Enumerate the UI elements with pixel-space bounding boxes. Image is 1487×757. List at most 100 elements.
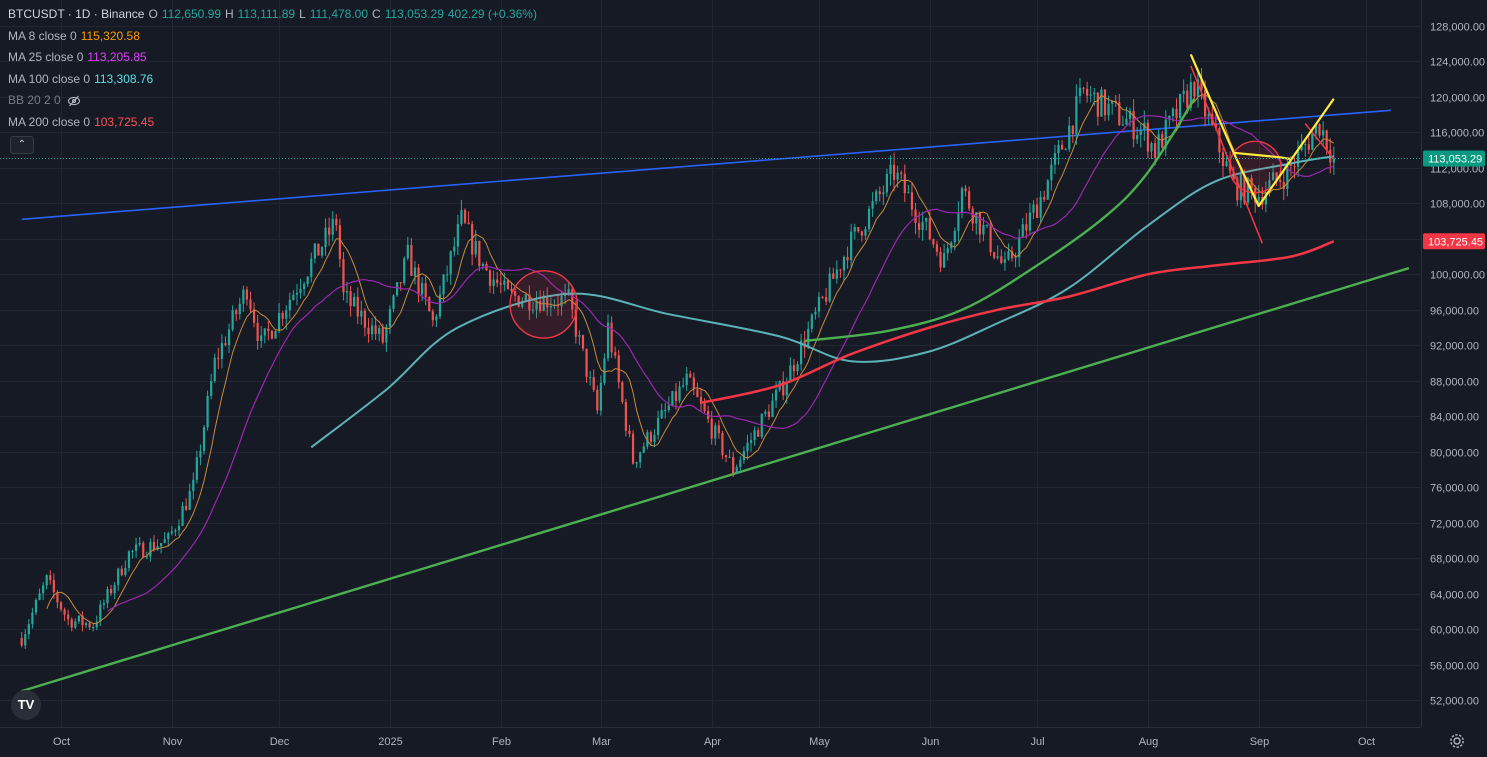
candle xyxy=(456,224,459,247)
candle xyxy=(49,575,52,580)
tradingview-logo[interactable]: TV xyxy=(11,690,41,720)
candle xyxy=(185,505,188,510)
candle xyxy=(20,637,23,646)
indicator-value: 115,320.58 xyxy=(80,28,140,43)
candle xyxy=(1279,180,1282,183)
x-tick-label: Jul xyxy=(1030,736,1044,748)
candle xyxy=(510,288,513,292)
green-trendline xyxy=(21,266,1410,693)
candle xyxy=(252,309,256,323)
candle xyxy=(664,409,667,411)
candle xyxy=(1021,224,1024,238)
symbol-header: BTCUSDT · 1D · Binance O 112,650.99 H 113,… xyxy=(8,4,537,26)
candle xyxy=(771,400,774,418)
symbol-label[interactable]: BTCUSDT · 1D · Binance xyxy=(8,7,145,21)
open-label: O xyxy=(148,7,158,21)
y-tick-label: 120,000.00 xyxy=(1430,93,1485,105)
y-tick-label: 96,000.00 xyxy=(1430,306,1479,318)
candle xyxy=(1321,130,1325,136)
candle xyxy=(599,382,602,411)
candle xyxy=(1293,165,1296,167)
y-tick-label: 92,000.00 xyxy=(1430,341,1479,353)
candle xyxy=(67,614,70,620)
candle xyxy=(1046,180,1049,200)
candle xyxy=(1189,82,1192,108)
candle xyxy=(360,310,363,317)
candle xyxy=(749,440,753,443)
candle xyxy=(717,425,720,434)
candle xyxy=(99,604,102,622)
candle xyxy=(378,327,381,335)
candle xyxy=(1028,212,1032,231)
yellow-pattern-line xyxy=(1189,53,1292,161)
candle xyxy=(242,289,245,304)
candle xyxy=(703,403,706,411)
candle xyxy=(871,201,874,209)
x-tick-label: Jun xyxy=(922,736,940,748)
collapse-legend-button[interactable]: ⌃ xyxy=(10,136,34,154)
candle xyxy=(807,328,810,348)
indicator-ma100[interactable]: MA 100 close 0 113,308.76 xyxy=(8,69,537,91)
x-tick-label: Dec xyxy=(270,736,290,748)
candle xyxy=(682,385,685,387)
low-label: L xyxy=(299,7,306,21)
candle xyxy=(921,221,924,230)
candle xyxy=(217,357,220,359)
candle xyxy=(453,246,456,252)
eye-crossed-icon[interactable] xyxy=(67,94,81,108)
ma200-price-label: 103,725.45 xyxy=(1428,236,1483,248)
candle xyxy=(624,401,628,431)
gear-icon[interactable] xyxy=(1448,732,1466,750)
candle xyxy=(392,295,395,309)
candle xyxy=(424,283,427,298)
y-tick-label: 60,000.00 xyxy=(1430,625,1479,637)
red-down-line xyxy=(1190,65,1263,244)
x-tick-label: Feb xyxy=(492,736,511,748)
candle xyxy=(917,223,921,230)
candle xyxy=(177,525,181,531)
y-tick-label: 128,000.00 xyxy=(1430,22,1485,34)
candle xyxy=(349,290,352,307)
candle xyxy=(589,377,592,379)
candle xyxy=(671,391,674,406)
candle xyxy=(821,296,824,298)
candle xyxy=(1161,134,1164,148)
candle xyxy=(102,603,106,605)
candle xyxy=(721,433,724,456)
candle xyxy=(1060,144,1064,150)
candle xyxy=(867,208,871,230)
indicator-ma8[interactable]: MA 8 close 0 115,320.58 xyxy=(8,26,537,48)
candle xyxy=(1121,124,1124,126)
x-tick-label: 2025 xyxy=(378,736,402,748)
candle xyxy=(960,188,964,213)
candle xyxy=(1318,124,1321,136)
candle xyxy=(1307,144,1310,150)
candle xyxy=(449,251,452,275)
indicator-bb[interactable]: BB 20 2 0 xyxy=(8,90,537,112)
indicator-ma25[interactable]: MA 25 close 0 113,205.85 xyxy=(8,47,537,69)
candle xyxy=(993,252,996,258)
candle xyxy=(621,382,624,402)
candle xyxy=(699,396,703,404)
candle xyxy=(1286,164,1289,189)
candle xyxy=(1010,251,1014,259)
x-tick-label: May xyxy=(809,736,830,748)
candle xyxy=(238,303,241,315)
candle xyxy=(1275,172,1278,181)
y-tick-label: 64,000.00 xyxy=(1430,590,1479,602)
candle xyxy=(410,244,413,276)
indicator-ma200[interactable]: MA 200 close 0 103,725.45 xyxy=(8,112,537,134)
candle xyxy=(1218,128,1221,153)
candle xyxy=(170,531,173,534)
candle xyxy=(124,568,127,576)
candle xyxy=(134,544,138,551)
candle xyxy=(27,624,30,635)
candle xyxy=(231,310,234,330)
ma200-line xyxy=(700,240,1335,405)
candle xyxy=(220,343,223,359)
candle xyxy=(310,258,313,277)
candle xyxy=(767,411,771,418)
candle xyxy=(860,231,863,236)
